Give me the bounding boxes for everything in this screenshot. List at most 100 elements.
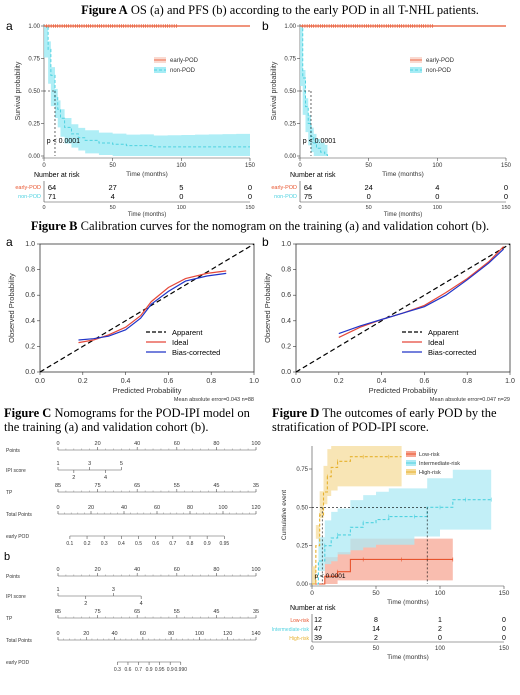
y-tick-label: 0.8	[25, 267, 35, 274]
curve-intermediate-risk	[312, 499, 492, 585]
early-pod-ci-band	[300, 26, 328, 156]
y-tick-label: 0.6	[25, 292, 35, 299]
risk-count: 12	[314, 617, 322, 624]
caption-d-text: The outcomes of early POD by the stratif…	[272, 406, 497, 434]
early-pod-tick-label: 0.4	[118, 541, 125, 547]
plot-frame	[39, 243, 255, 373]
x-tick-label: 150	[499, 590, 510, 597]
caption-b-lead: Figure B	[30, 219, 78, 233]
ipi-tick-label-top: 3	[88, 461, 91, 467]
x-tick-label: 0.2	[334, 378, 344, 385]
risk-count-non: 0	[504, 192, 508, 201]
tp-tick-label: 45	[213, 483, 219, 489]
total-points-tick-label: 40	[121, 505, 127, 511]
y-tick-label: 0.00	[284, 154, 296, 160]
nomogram-chart: a Points IPI score TP Total Points early POD 0…	[4, 436, 261, 673]
early-pod-tick-label: 0.3	[101, 541, 108, 547]
risk-x-tick-label: 0	[310, 646, 314, 652]
risk-label: Low-risk	[290, 618, 309, 624]
points-tick-label: 100	[251, 567, 260, 573]
y-tick-label: 0.8	[281, 267, 291, 274]
risk-x-tick-label: 100	[177, 205, 186, 211]
risk-count-non: 0	[367, 192, 371, 201]
nomogram-row-label: TP	[6, 616, 13, 622]
calibration-validation-chart: b 0.00.0 0.2 0.2 0.4 0.4 0.6 0.6 0.8 0.8 1.0 1.0 Obs…	[262, 235, 515, 402]
total-points-tick-label: 140	[251, 631, 260, 637]
risk-count: 2	[374, 635, 378, 642]
calibration-training-chart: a 0.00.0 0.2 0.2 0.4 0.4 0.6 0.6 0.8 0.8 1.0 1.0 Obs…	[6, 235, 259, 402]
ipi-tick-label-bottom: 4	[140, 601, 143, 607]
risk-count: 0	[502, 617, 506, 624]
risk-label-non: non-POD	[274, 194, 297, 200]
ci-band-high-risk	[312, 446, 402, 584]
x-axis-title: Time (months)	[387, 599, 429, 606]
y-tick-label: 0.50	[284, 89, 296, 95]
nomogram-row-label: Points	[6, 448, 20, 454]
bias-corrected-line	[338, 248, 505, 335]
bias-corrected-line	[78, 272, 227, 341]
nomogram-row-label: TP	[6, 490, 13, 496]
curve-low-risk	[312, 558, 453, 585]
ci-band-low-risk	[312, 538, 453, 584]
total-points-tick-label: 0	[56, 505, 59, 511]
x-tick-label: 50	[372, 590, 380, 597]
risk-count-non: 0	[179, 192, 183, 201]
x-tick-label: 0	[42, 163, 46, 169]
early-pod-tick-label: 0.1	[66, 541, 73, 547]
early-pod-tick-label: 0.95	[219, 541, 229, 547]
y-tick-label: 1.00	[284, 24, 296, 30]
risk-count-non: 0	[248, 192, 252, 201]
nomogram-row-label: IPI score	[6, 594, 26, 600]
caption-d-lead: Figure D	[272, 406, 320, 420]
curve-high-risk	[312, 456, 402, 585]
x-tick-label: 100	[435, 590, 446, 597]
early-pod-tick-label: 0.3	[114, 667, 121, 673]
risk-count-early: 0	[248, 183, 252, 192]
ipi-tick-label-bottom: 2	[84, 601, 87, 607]
risk-x-tick-label: 0	[42, 205, 45, 211]
y-tick-label: 0.00	[296, 582, 308, 588]
plot-frame	[295, 243, 511, 373]
x-tick-label: 0.4	[377, 378, 387, 385]
y-tick-label: 0.00	[28, 154, 40, 160]
y-axis-title: Survival probability	[15, 61, 22, 120]
risk-x-tick-label: 150	[499, 646, 510, 652]
risk-x-tick-label: 100	[433, 205, 442, 211]
risk-x-tick-label: 50	[373, 646, 380, 652]
risk-table-title: Number at risk	[290, 605, 336, 612]
x-tick-label: 0.8	[462, 378, 472, 385]
risk-count-early: 5	[179, 183, 183, 192]
risk-x-axis-title: Time (months)	[387, 654, 429, 661]
risk-count: 0	[438, 635, 442, 642]
total-points-tick-label: 120	[251, 505, 260, 511]
x-tick-label: 150	[501, 163, 512, 169]
early-pod-tick-label: 0.6	[152, 541, 159, 547]
points-tick-label: 40	[134, 441, 140, 447]
risk-count: 1	[438, 617, 442, 624]
y-tick-label: 1.0	[25, 241, 35, 248]
total-points-tick-label: 80	[168, 631, 174, 637]
calibration-footnote: Mean absolute error=0.047 n=29	[430, 397, 510, 402]
nomogram-row-label: early POD	[6, 660, 29, 666]
ipi-tick-label-top: 1	[56, 461, 59, 467]
legend-label-early: early-POD	[426, 58, 455, 64]
ipi-tick-label-top: 3	[112, 587, 115, 593]
total-points-tick-label: 20	[83, 631, 89, 637]
legend-label: High-risk	[419, 470, 441, 476]
risk-count: 8	[374, 617, 378, 624]
early-pod-tick-label: 0.8	[187, 541, 194, 547]
risk-label-non: non-POD	[18, 194, 41, 200]
risk-count: 14	[372, 626, 380, 633]
total-points-tick-label: 100	[195, 631, 204, 637]
legend-label-bias: Bias-corrected	[172, 348, 220, 357]
ipi-tick-label-top: 1	[56, 587, 59, 593]
risk-count-early: 64	[48, 183, 56, 192]
p-value-annotation: p < 0.0001	[315, 573, 346, 580]
risk-x-tick-label: 0	[298, 205, 301, 211]
risk-count-non: 0	[435, 192, 439, 201]
y-tick-label: 0.25	[284, 122, 296, 128]
caption-figure-c: Figure C Nomograms for the POD-IPI model…	[4, 406, 264, 434]
y-tick-label: 0.0	[25, 369, 35, 376]
x-tick-label: 1.0	[249, 378, 259, 385]
